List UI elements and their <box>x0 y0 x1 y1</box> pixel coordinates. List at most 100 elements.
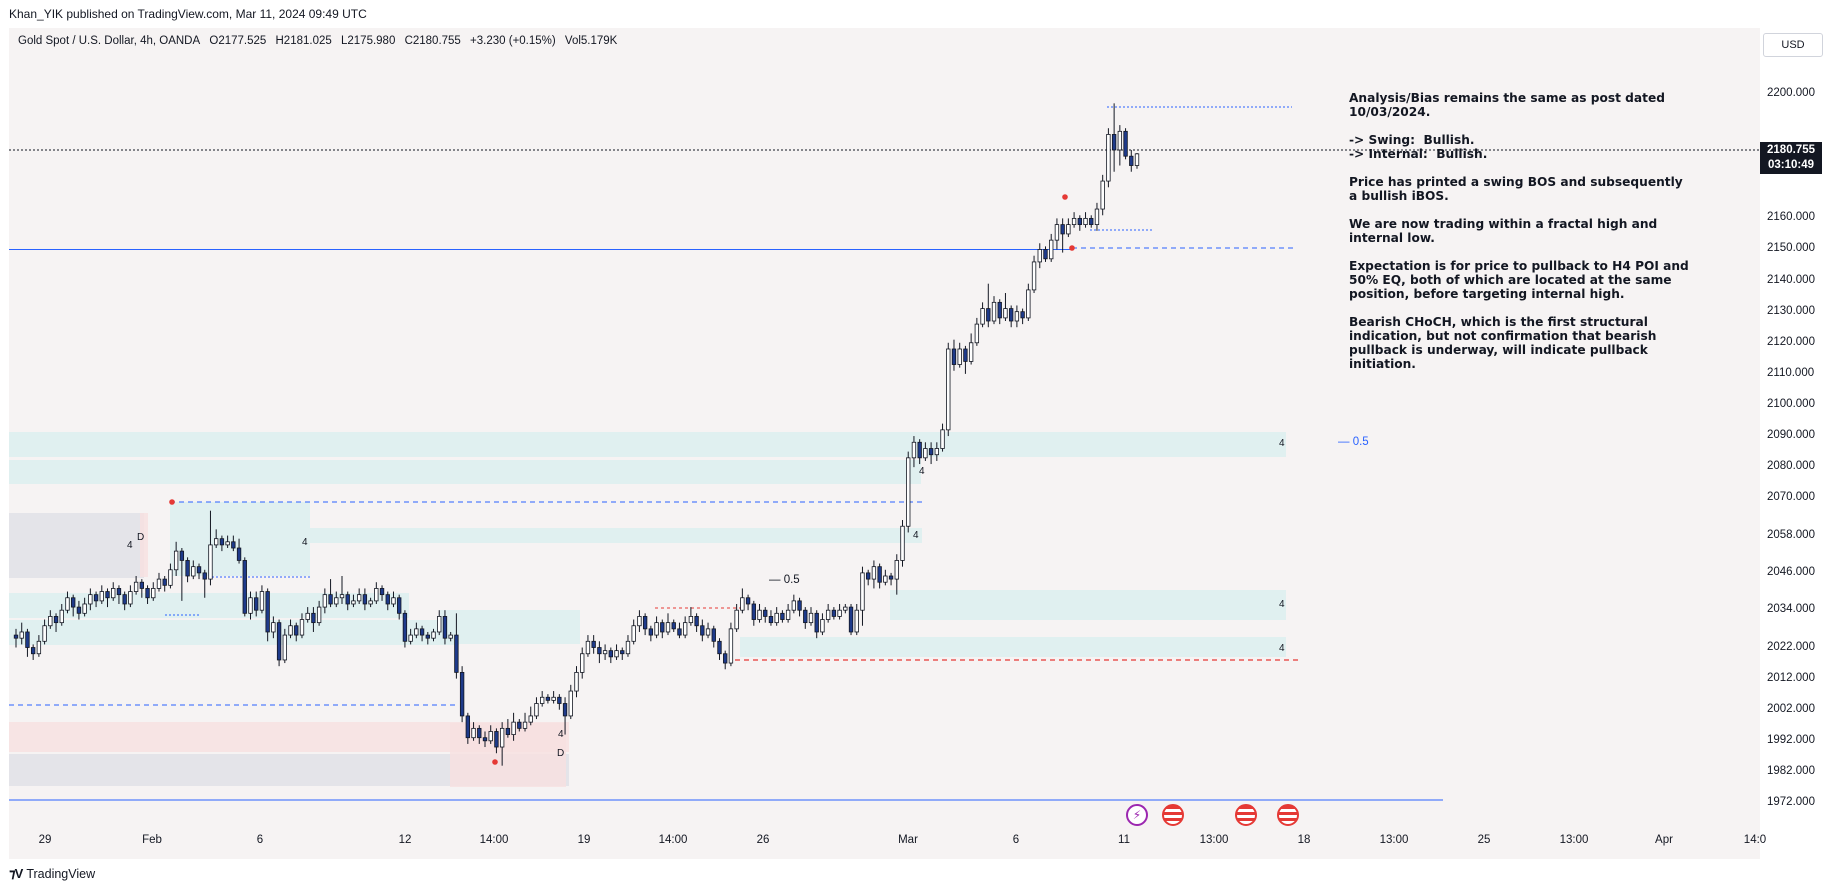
candle-body <box>425 634 430 639</box>
y-tick-label: 2080.000 <box>1767 460 1815 473</box>
candle-body <box>499 727 505 748</box>
candle-body <box>231 541 236 549</box>
candle <box>236 538 242 564</box>
candle <box>1071 212 1077 228</box>
candle <box>419 625 425 642</box>
candle-body <box>745 597 751 605</box>
candle <box>602 644 608 660</box>
candle-body <box>288 625 293 636</box>
candle-body <box>585 640 591 655</box>
candle <box>974 317 980 346</box>
candle <box>53 613 59 632</box>
candle <box>608 647 613 664</box>
candle <box>179 548 185 601</box>
candle <box>528 706 533 726</box>
x-tick-label: 12 <box>398 834 412 846</box>
y-tick-label: 2120.000 <box>1767 335 1815 348</box>
candle-body <box>128 591 133 605</box>
candle <box>271 616 276 639</box>
candle-body <box>946 348 951 431</box>
candle <box>871 560 877 589</box>
candle-body <box>957 348 962 365</box>
x-tick-label: 13:00 <box>1199 834 1229 846</box>
candle-body <box>517 721 522 729</box>
candle-body <box>368 600 373 605</box>
symbol-legend[interactable]: Gold Spot / U.S. Dollar, 4h, OANDA O2177… <box>18 35 623 47</box>
candle-body <box>168 569 173 586</box>
candle <box>71 594 76 617</box>
candle-body <box>831 609 837 617</box>
candle <box>19 622 24 645</box>
candle-body <box>700 625 705 636</box>
candle-body <box>705 628 711 636</box>
candle <box>866 569 871 586</box>
candle <box>122 591 127 611</box>
candle <box>597 641 602 664</box>
candle <box>934 442 939 461</box>
candle-body <box>986 308 991 322</box>
candle <box>728 622 734 667</box>
y-tick-label: 2002.000 <box>1767 702 1815 715</box>
x-tick-label: 26 <box>756 834 770 846</box>
x-tick-label: 25 <box>1477 834 1491 846</box>
candle <box>1111 103 1117 172</box>
y-tick-label: 2100.000 <box>1767 397 1815 410</box>
candle-body <box>48 616 53 627</box>
candle <box>803 607 808 629</box>
candle <box>843 603 848 614</box>
us-flag-event-icon[interactable] <box>1277 804 1299 826</box>
candle <box>808 607 814 626</box>
candle-body <box>71 597 76 608</box>
candle <box>745 594 751 611</box>
candle <box>116 585 122 604</box>
candle <box>906 451 911 533</box>
candle <box>494 728 499 754</box>
candle <box>620 647 625 660</box>
candle <box>65 591 70 614</box>
candle-body <box>751 603 756 620</box>
y-tick-label: 2046.000 <box>1767 565 1815 578</box>
candle-body <box>620 650 625 655</box>
candle <box>105 588 110 608</box>
candle-body <box>854 609 859 633</box>
x-tick-label: 14:0 <box>1743 834 1767 846</box>
candle <box>705 622 711 639</box>
candle-body <box>334 597 339 605</box>
candle-body <box>328 594 333 605</box>
candle-body <box>139 581 144 589</box>
currency-button[interactable]: USD <box>1763 33 1823 57</box>
candle-body <box>545 696 551 701</box>
us-flag-event-icon[interactable] <box>1235 804 1257 826</box>
candle <box>1060 218 1065 253</box>
poi-label-4: 4 <box>1279 643 1285 654</box>
candle <box>568 684 573 720</box>
y-tick-label: 1982.000 <box>1767 764 1815 777</box>
tradingview-logo[interactable]: ⁊V TradingView <box>9 866 95 882</box>
candle <box>665 613 671 636</box>
candle <box>951 339 957 371</box>
candle-body <box>951 348 957 365</box>
candle <box>471 722 476 741</box>
candle <box>362 588 368 611</box>
y-tick-label: 1992.000 <box>1767 733 1815 746</box>
candle-body <box>311 612 316 624</box>
candle <box>465 712 471 744</box>
x-tick-label: Feb <box>142 834 162 846</box>
us-flag-event-icon[interactable] <box>1162 804 1184 826</box>
candle-body <box>99 591 104 602</box>
candle-body <box>219 538 225 546</box>
candle <box>345 591 350 611</box>
candle-body <box>105 591 110 599</box>
symbol-name: Gold Spot / U.S. Dollar, 4h, OANDA <box>18 35 201 47</box>
candle-body <box>642 616 648 630</box>
note-swing: -> Swing: Bullish. <box>1349 133 1475 147</box>
candle <box>311 607 316 632</box>
candle <box>1083 212 1088 228</box>
dividend-event-icon[interactable]: ⚡ <box>1126 804 1148 826</box>
candle-body <box>540 696 545 704</box>
candle <box>585 635 591 657</box>
y-tick-label: 2022.000 <box>1767 640 1815 653</box>
candle-body <box>934 448 939 456</box>
candle-body <box>923 448 928 459</box>
candle-body <box>888 575 894 580</box>
